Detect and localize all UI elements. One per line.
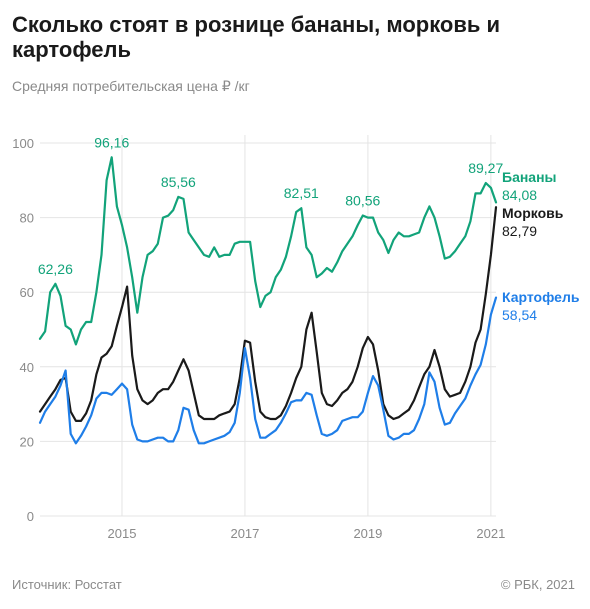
x-tick-label-2019: 2019 (353, 526, 382, 541)
annotation-label-5: 89,27 (468, 160, 503, 176)
legend-value-bananas: 84,08 (502, 187, 537, 203)
series-line-bananas (38, 156, 498, 346)
series-lines (38, 156, 498, 445)
y-tick-label-20: 20 (20, 434, 34, 449)
grid-lines (40, 135, 496, 517)
legend-value-potatoes: 58,54 (502, 307, 537, 323)
chart-title: Сколько стоят в рознице бананы, морковь … (12, 12, 501, 62)
y-axis-ticks: 0 20 40 60 80 100 (12, 136, 34, 524)
copyright-note: © РБК, 2021 (500, 577, 575, 592)
annotation-label-0: 62,26 (38, 261, 73, 277)
chart-subtitle: Средняя потребительская цена ₽ /кг (12, 78, 250, 94)
y-tick-label-100: 100 (12, 136, 34, 151)
series-end-labels: Бананы 84,08 Морковь 82,79 Картофель 58,54 (502, 169, 580, 323)
legend-name-potatoes: Картофель (502, 289, 580, 305)
x-tick-label-2015: 2015 (108, 526, 137, 541)
annotation-label-1: 96,16 (94, 134, 129, 150)
peak-annotations: 62,26 96,16 85,56 82,51 80,56 89,27 (38, 134, 504, 276)
annotation-label-3: 82,51 (284, 185, 319, 201)
x-tick-label-2017: 2017 (230, 526, 259, 541)
annotation-label-2: 85,56 (161, 174, 196, 190)
annotation-label-4: 80,56 (345, 193, 380, 209)
x-axis-ticks: 2015 2017 2019 2021 (108, 526, 506, 541)
y-tick-label-80: 80 (20, 211, 34, 226)
legend-value-carrots: 82,79 (502, 223, 537, 239)
series-line-potatoes (38, 296, 498, 445)
y-tick-label-60: 60 (20, 285, 34, 300)
x-tick-label-2021: 2021 (476, 526, 505, 541)
y-tick-label-0: 0 (27, 509, 34, 524)
series-line-carrots (38, 206, 498, 422)
legend-name-bananas: Бананы (502, 169, 557, 185)
source-note: Источник: Росстат (12, 577, 122, 592)
legend-name-carrots: Морковь (502, 205, 564, 221)
y-tick-label-40: 40 (20, 360, 34, 375)
